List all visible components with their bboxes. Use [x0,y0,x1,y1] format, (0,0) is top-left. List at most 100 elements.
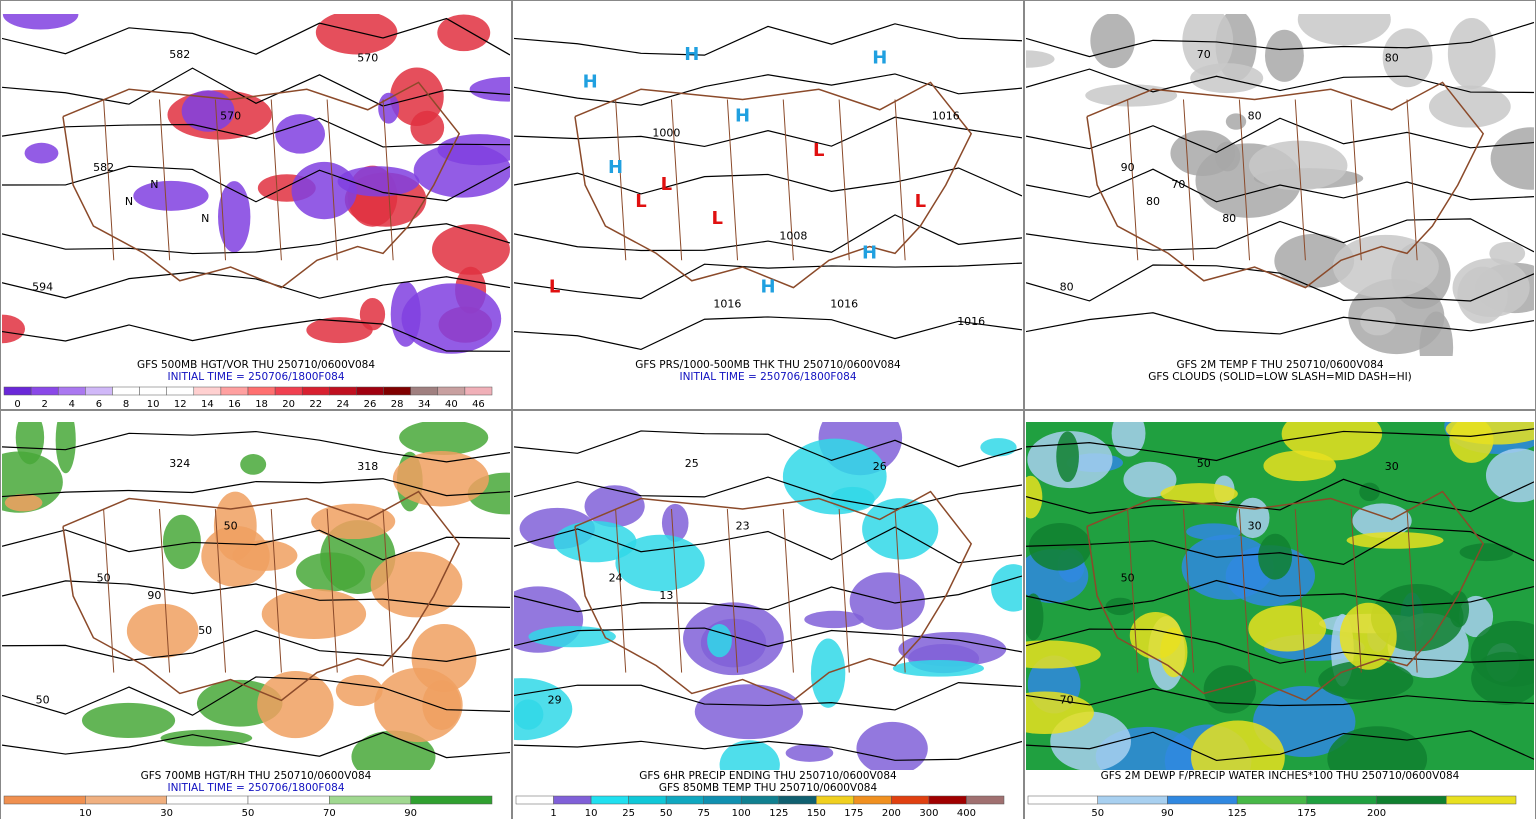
contour [2,67,510,107]
shaded-area [694,684,804,740]
contour [1026,218,1534,253]
colorbar-cell [383,386,411,396]
border-outline [574,490,973,702]
contour [514,627,1022,653]
caption: INITIAL TIME = 250706/1800F084 [167,371,344,383]
panel: 50 30 30 50 70 GFS 2M DEWP F/PRECIP WATER INC… [1024,410,1536,819]
contour [514,262,1022,300]
shaded-area [1026,50,1055,68]
shaded-area [257,670,334,739]
caption: GFS 2M TEMP F THU 250710/0600V084 [1176,359,1383,371]
state-line [1127,508,1139,673]
colorbar-label: 70 [323,808,336,819]
colorbar-cell [112,386,140,396]
contour [1026,21,1534,58]
contour [1026,264,1534,302]
colorbar-label: 175 [1297,808,1316,819]
state-line [214,508,227,673]
colorbar-label: 34 [418,399,431,410]
colorbar-label: 175 [844,808,863,819]
shaded-area [1085,84,1178,107]
map-label: 90 [147,589,161,602]
caption: GFS 6HR PRECIP ENDING THU 250710/0600V08… [639,770,897,782]
contour [2,318,510,352]
contour [514,740,1022,761]
colorbar-label: 14 [201,399,214,410]
shaded-area [1248,140,1348,191]
map-label: 582 [169,48,190,61]
colorbar-cell [853,795,892,805]
map-label: N [150,178,158,191]
shaded-area [980,438,1017,457]
border-outline [62,490,461,702]
shaded-area [785,744,834,762]
shaded-area [584,485,645,528]
panel: 70 80 80 90 80 70 80 80 GFS 2M TEMP F THU 250710… [1024,0,1536,410]
colorbar-cell [515,795,554,805]
map-label: 80 [1248,110,1262,123]
shaded-area [615,534,705,592]
colorbar-label: 50 [1091,808,1104,819]
state-line [782,99,794,261]
state-line [158,99,171,261]
colorbar-cell [928,795,967,805]
shaded-area [2,14,79,30]
colorbar-label: 18 [255,399,268,410]
map-label: L [711,208,722,229]
state-line [615,508,627,673]
panel: 324 318 50 50 50 90 50 GFS 700MB HGT/RH THU 250… [0,410,512,819]
shaded-area [410,110,445,145]
contour [514,167,1022,197]
state-line [103,99,115,261]
colorbar-label: 10 [79,808,92,819]
contour [2,529,510,561]
contour [2,223,510,255]
shaded-area [683,602,784,676]
colorbar-cell [1376,795,1447,805]
shaded-area [804,610,864,629]
contour [1026,628,1534,664]
map-label: 50 [1197,457,1211,470]
contour [514,682,1022,711]
colorbar-cell [274,386,303,396]
map-label: 570 [357,51,378,64]
shaded-area [553,521,637,563]
map-label: H [684,44,699,65]
map-label: 30 [1248,519,1262,532]
contour [514,73,1022,106]
map-label: 23 [736,519,750,532]
shaded-area [782,438,887,515]
contour [2,478,510,498]
map-label: 70 [1171,178,1185,191]
map-label: L [915,191,926,212]
shaded-area [378,92,400,124]
shaded-area [1346,531,1444,549]
shaded-area [1090,14,1135,69]
colorbar-label: 90 [1161,808,1174,819]
contour [1026,168,1534,203]
shaded-area [1181,534,1274,600]
colorbar-label: 40 [445,399,458,410]
shaded-area [55,422,76,474]
map-label: H [583,71,598,92]
shaded-area [1248,605,1327,652]
shaded-area [1332,234,1439,299]
shaded-area [133,180,209,211]
border-outline [62,81,461,289]
state-line [1238,508,1251,673]
contour [2,731,510,759]
colorbar-cell [356,386,384,396]
map-label: N [125,195,133,208]
map-label: 1000 [652,127,680,140]
state-line [1182,508,1195,673]
map-label: 1016 [830,298,858,311]
shaded-area [1327,726,1428,770]
colorbar-label: 2 [41,399,47,410]
contour [2,629,510,662]
shaded-area [1129,611,1182,660]
shaded-area [1382,28,1433,88]
panel: 582 570 570 582 594 N N N GFS 500MB HGT/VOR THU … [0,0,512,410]
contour [514,316,1022,351]
map-layer: 50 30 30 50 70 [1026,422,1534,770]
